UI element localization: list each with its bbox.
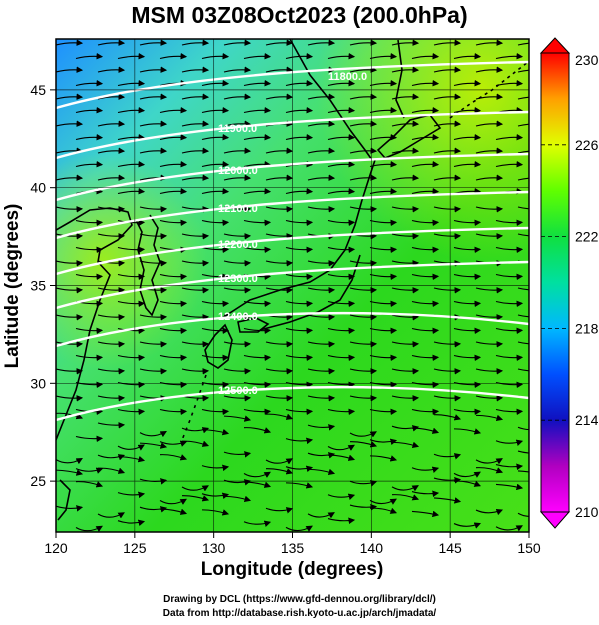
y-tick-label: 25: [30, 473, 46, 489]
colorbar: 230 226 222 218 214 210: [539, 37, 599, 529]
x-tick-label: 145: [438, 540, 462, 556]
colorbar-min-triangle: [539, 511, 571, 529]
contour-label: 12100.0: [218, 203, 258, 215]
y-axis-label: Latitude (degrees): [2, 204, 23, 369]
y-tick-label: 30: [30, 375, 46, 391]
credit-drawing: Drawing by DCL (https://www.gfd-dennou.o…: [163, 594, 436, 605]
colorbar-tick-label: 210: [575, 504, 599, 520]
x-axis-label: Longitude (degrees): [201, 559, 384, 580]
credit-data: Data from http://database.rish.kyoto-u.a…: [162, 608, 437, 619]
x-tick-label: 130: [202, 540, 226, 556]
contour-label: 11800.0: [328, 71, 367, 83]
contour-label: 12200.0: [218, 239, 258, 251]
x-tick-label: 140: [360, 540, 384, 556]
colorbar-bar: [540, 52, 570, 513]
contour-label: 12400.0: [218, 311, 258, 323]
colorbar-tick-label: 218: [575, 320, 599, 336]
contour-label: 12500.0: [218, 385, 258, 397]
streamlines: [56, 39, 529, 532]
colorbar-tick-label: 230: [575, 52, 599, 68]
colorbar-tick-label: 226: [575, 137, 599, 153]
contour-label: 12300.0: [218, 273, 258, 285]
colorbar-tick-label: 214: [575, 412, 599, 428]
map-title: MSM 03Z08Oct2023 (200.0hPa): [131, 2, 468, 28]
contour-label: 11900.0: [218, 123, 257, 135]
x-tick-label: 135: [281, 540, 305, 556]
colorbar-max-triangle: [539, 37, 571, 54]
x-axis-ticks: 120 125 130 135 140 145 150: [44, 532, 541, 556]
y-tick-label: 45: [30, 82, 46, 98]
x-tick-label: 120: [44, 540, 68, 556]
y-tick-label: 35: [30, 278, 46, 294]
y-tick-label: 40: [30, 180, 46, 196]
x-tick-label: 125: [123, 540, 147, 556]
y-axis-ticks: 25 30 35 40 45: [30, 82, 56, 489]
contour-label: 12000.0: [218, 165, 258, 177]
colorbar-tick-label: 222: [575, 229, 599, 245]
x-tick-label: 150: [517, 540, 541, 556]
